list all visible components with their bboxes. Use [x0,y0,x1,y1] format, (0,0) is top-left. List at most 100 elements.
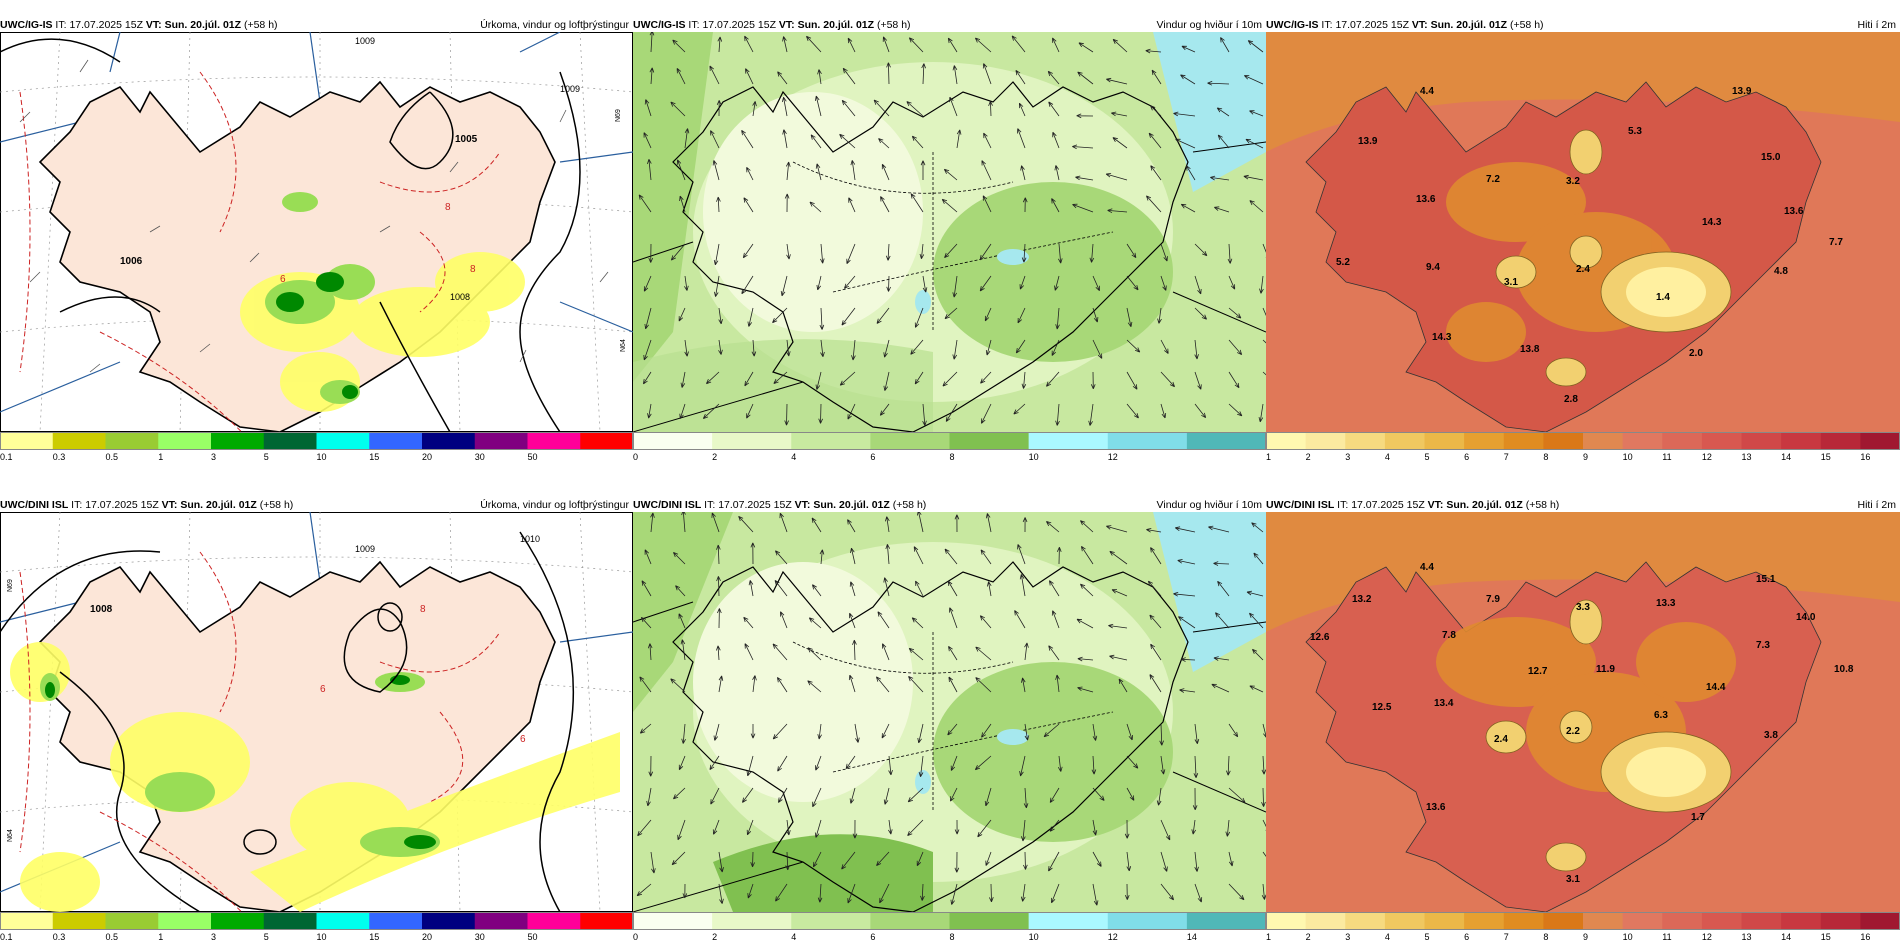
wind-arrow [1245,138,1264,149]
wind-arrow [847,519,856,533]
wind-arrow [639,676,652,693]
wind-arrow [914,371,924,385]
wind-arrow [975,677,992,693]
wind-arrow [947,723,958,736]
temp-label: 3.8 [1764,730,1778,741]
wind-arrow [1107,208,1128,214]
panel-header: UWC/IG-IS IT: 17.07.2025 15Z VT: Sun. 20… [633,19,1262,31]
wind-arrow [717,36,723,53]
colorbar-swatch [105,912,159,930]
wind-arrow [914,307,924,328]
colorbar-swatch [1583,912,1624,930]
wind-arrow [1051,883,1060,904]
wind-arrow [876,676,890,693]
colorbar-tick: 9 [1583,932,1589,942]
wind-arrow [1249,200,1264,213]
wind-arrow [1180,657,1196,662]
wind-arrow [640,616,652,629]
colorbar-tick: 4 [1384,932,1390,942]
wind-arrow [1213,656,1230,661]
panel-title: Úrkoma, vindur og loftþrýstingur [480,19,629,31]
wind-arrow [811,517,822,533]
wind-arrow [1112,137,1128,149]
wind-arrow [718,883,724,904]
wind-arrow [919,243,925,259]
colorbar-swatch [712,432,792,450]
colorbar-swatch [1583,432,1624,450]
wind-arrow [943,168,958,181]
wind-arrow [1054,165,1060,181]
temp-label: 1.7 [1691,812,1705,823]
colorbar-swatch [712,912,792,930]
colorbar-swatch [1781,432,1822,450]
wind-arrow [810,134,822,149]
colorbar-swatch [527,432,581,450]
iceland-landmass [38,80,556,432]
wind-arrow [1150,547,1162,565]
wind-arrow [1058,243,1063,264]
wind-arrow [1020,165,1026,181]
wind-arrow [1055,403,1060,426]
temp-label: 14.4 [1706,682,1726,693]
colorbar-swatch [263,432,317,450]
wind-arrow [883,787,890,805]
wind-arrow [1194,883,1203,903]
colorbar-tick: 4 [791,452,797,462]
colorbar-swatch [474,912,528,930]
wind-arrow [911,617,924,629]
wind-arrow [1149,674,1162,693]
wind-arrow [1160,339,1169,354]
wind-arrow [815,163,822,181]
wind-arrow [1226,755,1231,776]
wind-arrow [678,613,686,629]
wind-arrow [1017,544,1026,565]
wind-arrow [647,403,652,419]
wind-arrow [1180,74,1196,85]
wind-arrow [738,515,754,533]
temp-label: 7.2 [1486,174,1500,185]
wind-arrow [988,101,993,117]
wind-arrow [818,403,823,424]
colorbar-swatch [1028,912,1109,930]
wind-arrow [748,580,754,597]
wind-arrow [910,339,924,355]
colorbar-swatch [1266,912,1307,930]
wind-arrow [711,512,720,533]
colorbar-tick: 15 [369,452,380,462]
wind-arrow [1146,195,1162,213]
wind-arrow [1193,755,1199,778]
colorbar-tick: 5 [1424,452,1430,462]
wind-arrow [1259,275,1264,294]
wind-arrow [809,201,822,213]
wind-arrow [1046,521,1060,533]
wind-arrow [1014,610,1026,629]
model-name: UWC/IG-IS [0,19,53,31]
wind-arrow [815,95,822,117]
wind-arrow [743,616,754,629]
wind-arrow [847,403,856,420]
temp-label: 14.3 [1702,217,1722,228]
wind-arrow [1021,371,1027,389]
wind-arrow [713,723,720,741]
wind-arrow [1092,723,1098,741]
wind-arrow [880,196,890,213]
wind-arrow [841,851,856,870]
lat-label: N64 [620,339,627,352]
colorbar-swatch [1860,912,1900,930]
wind-arrow [775,550,788,565]
wind-arrow [1179,688,1196,693]
wind-arrow [1159,723,1164,746]
wind-colorbar-ticks: 0 2 4 6 8 10 12 14 [633,932,1266,944]
wind-arrow [949,607,958,629]
temp-label: 6.3 [1654,710,1668,721]
colorbar-tick: 7 [1503,932,1509,942]
wind-arrow [649,67,655,85]
wind-arrow [984,787,992,807]
wind-arrow [785,851,790,871]
wind-arrow [820,243,825,264]
colorbar-tick: 8 [949,452,955,462]
wind-arrow [717,608,722,629]
wind-arrow [1092,883,1099,906]
temp-label: 13.6 [1416,194,1436,205]
temp-label: 5.2 [1336,257,1350,268]
